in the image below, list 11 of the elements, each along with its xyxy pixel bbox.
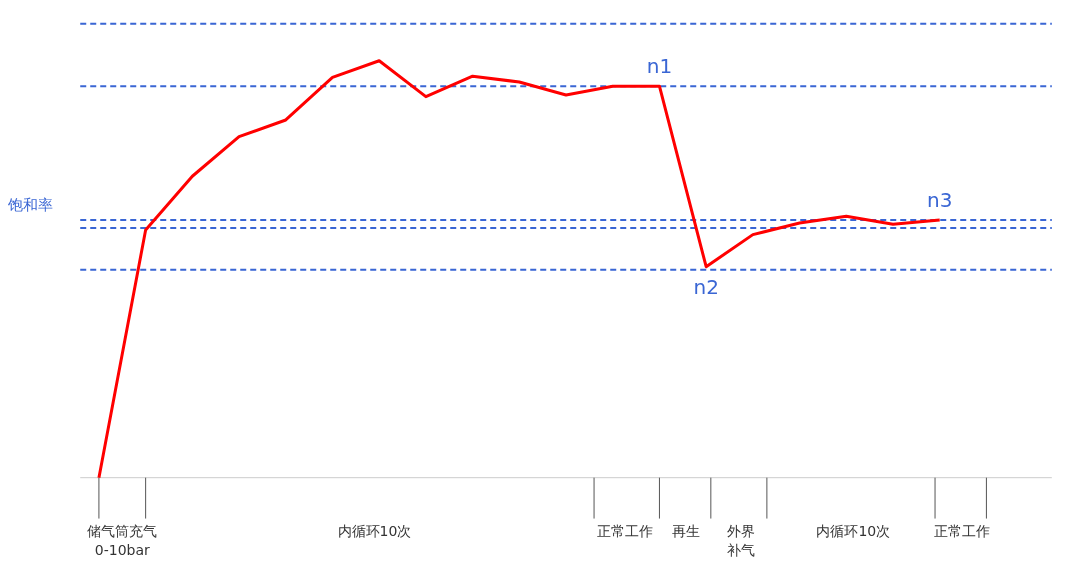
annotation: n1	[646, 54, 673, 79]
text: 外界补气	[727, 523, 756, 559]
text: 再生	[672, 523, 701, 540]
text: 正常工作	[933, 523, 990, 540]
y-axis-title: 饱和率	[6, 196, 53, 215]
annotation: n3	[927, 188, 953, 213]
text: 储气筒充气 0-10bar	[87, 523, 158, 559]
text: 内循环10次	[816, 523, 891, 540]
annotation: n2	[693, 274, 719, 299]
text: 正常工作	[596, 523, 653, 540]
text: 内循环10次	[337, 523, 412, 540]
